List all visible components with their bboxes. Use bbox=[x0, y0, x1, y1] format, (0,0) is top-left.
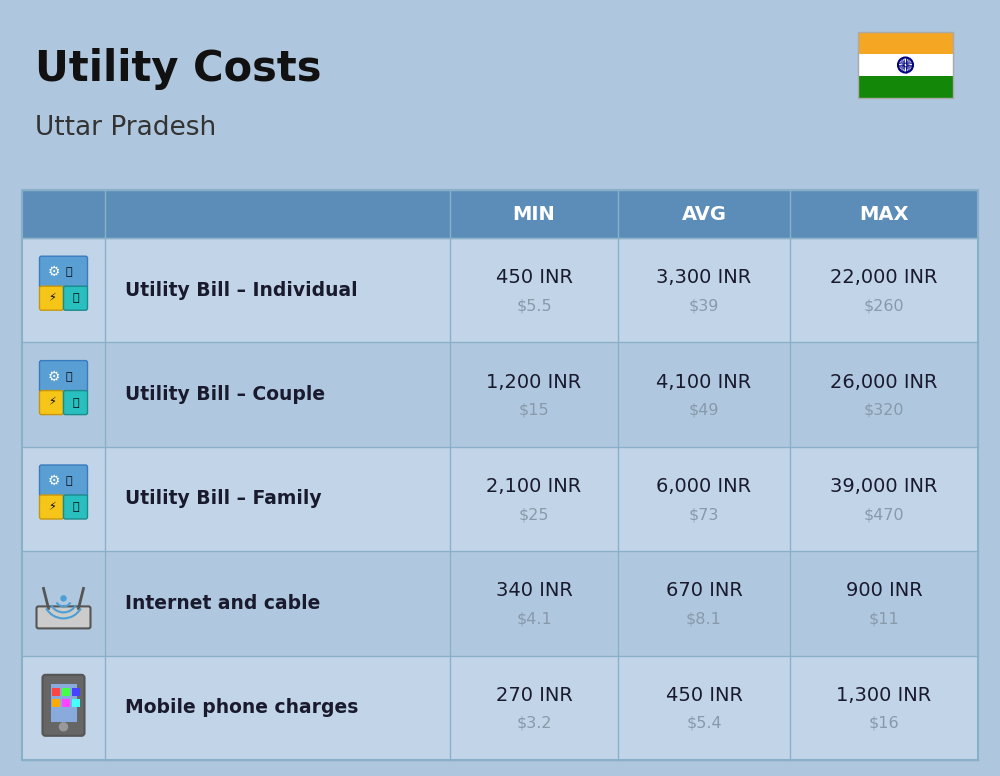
Text: $73: $73 bbox=[689, 508, 719, 522]
FancyBboxPatch shape bbox=[40, 256, 88, 288]
Text: $260: $260 bbox=[864, 298, 904, 314]
Text: 900 INR: 900 INR bbox=[846, 581, 922, 601]
Text: 4,100 INR: 4,100 INR bbox=[656, 372, 752, 392]
FancyBboxPatch shape bbox=[42, 675, 84, 736]
Text: 340 INR: 340 INR bbox=[496, 581, 572, 601]
Text: $49: $49 bbox=[689, 403, 719, 417]
Text: MAX: MAX bbox=[859, 205, 909, 223]
Bar bbox=[52, 699, 60, 707]
Text: 270 INR: 270 INR bbox=[496, 686, 572, 705]
Text: $8.1: $8.1 bbox=[686, 611, 722, 626]
Text: 2,100 INR: 2,100 INR bbox=[486, 477, 582, 496]
Bar bbox=[22, 342, 978, 447]
Text: $3.2: $3.2 bbox=[516, 716, 552, 731]
Text: $16: $16 bbox=[869, 716, 899, 731]
FancyBboxPatch shape bbox=[64, 390, 88, 414]
Text: 🔧: 🔧 bbox=[72, 502, 79, 512]
Text: AVG: AVG bbox=[682, 205, 726, 223]
Text: 450 INR: 450 INR bbox=[496, 268, 572, 287]
Text: $320: $320 bbox=[864, 403, 904, 417]
Text: Utility Bill – Family: Utility Bill – Family bbox=[125, 490, 322, 508]
Text: 1,300 INR: 1,300 INR bbox=[836, 686, 932, 705]
Bar bbox=[22, 190, 978, 760]
Text: Utility Costs: Utility Costs bbox=[35, 48, 322, 90]
Text: ⚙: ⚙ bbox=[47, 369, 60, 383]
Text: Utility Bill – Couple: Utility Bill – Couple bbox=[125, 385, 325, 404]
Text: ⚡: ⚡ bbox=[48, 397, 55, 407]
FancyBboxPatch shape bbox=[40, 495, 64, 519]
Text: ⚙: ⚙ bbox=[47, 474, 60, 488]
Bar bbox=[72, 699, 80, 707]
Bar bbox=[858, 76, 953, 98]
Bar bbox=[858, 32, 953, 54]
Text: Mobile phone charges: Mobile phone charges bbox=[125, 698, 358, 717]
Text: Utility Bill – Individual: Utility Bill – Individual bbox=[125, 281, 358, 300]
Bar bbox=[62, 688, 70, 696]
Bar bbox=[22, 656, 978, 760]
Text: $5.5: $5.5 bbox=[516, 298, 552, 314]
Bar bbox=[62, 699, 70, 707]
Text: Internet and cable: Internet and cable bbox=[125, 594, 320, 613]
Text: ⚡: ⚡ bbox=[48, 293, 55, 303]
Text: 450 INR: 450 INR bbox=[666, 686, 742, 705]
Text: 3,300 INR: 3,300 INR bbox=[656, 268, 752, 287]
Bar bbox=[22, 551, 978, 656]
Text: $470: $470 bbox=[864, 508, 904, 522]
Text: 🧍: 🧍 bbox=[65, 372, 72, 382]
Text: ⚙: ⚙ bbox=[47, 265, 60, 279]
FancyBboxPatch shape bbox=[40, 286, 64, 310]
Text: 26,000 INR: 26,000 INR bbox=[830, 372, 938, 392]
Text: 670 INR: 670 INR bbox=[666, 581, 742, 601]
Text: 🧍: 🧍 bbox=[65, 267, 72, 277]
Circle shape bbox=[61, 596, 66, 601]
Circle shape bbox=[60, 722, 68, 731]
Text: $25: $25 bbox=[519, 508, 549, 522]
Text: $15: $15 bbox=[519, 403, 549, 417]
Bar bbox=[22, 238, 978, 342]
Bar bbox=[22, 190, 978, 238]
Bar bbox=[52, 688, 60, 696]
FancyBboxPatch shape bbox=[40, 465, 88, 497]
Text: $4.1: $4.1 bbox=[516, 611, 552, 626]
Bar bbox=[50, 684, 76, 722]
Text: 🧍: 🧍 bbox=[65, 476, 72, 486]
FancyBboxPatch shape bbox=[64, 495, 88, 519]
FancyBboxPatch shape bbox=[40, 390, 64, 414]
Text: 6,000 INR: 6,000 INR bbox=[656, 477, 752, 496]
Text: $39: $39 bbox=[689, 298, 719, 314]
Bar bbox=[72, 688, 80, 696]
Bar bbox=[858, 32, 953, 98]
FancyBboxPatch shape bbox=[64, 286, 88, 310]
Bar bbox=[858, 54, 953, 76]
Text: MIN: MIN bbox=[513, 205, 555, 223]
Text: 🔧: 🔧 bbox=[72, 293, 79, 303]
Text: 1,200 INR: 1,200 INR bbox=[486, 372, 582, 392]
Text: 39,000 INR: 39,000 INR bbox=[830, 477, 938, 496]
FancyBboxPatch shape bbox=[36, 606, 90, 629]
Text: ⚡: ⚡ bbox=[48, 502, 55, 512]
Bar bbox=[22, 447, 978, 551]
Text: $5.4: $5.4 bbox=[686, 716, 722, 731]
FancyBboxPatch shape bbox=[40, 361, 88, 393]
Text: $11: $11 bbox=[869, 611, 899, 626]
Text: 22,000 INR: 22,000 INR bbox=[830, 268, 938, 287]
Text: Uttar Pradesh: Uttar Pradesh bbox=[35, 115, 216, 141]
Text: 🔧: 🔧 bbox=[72, 397, 79, 407]
